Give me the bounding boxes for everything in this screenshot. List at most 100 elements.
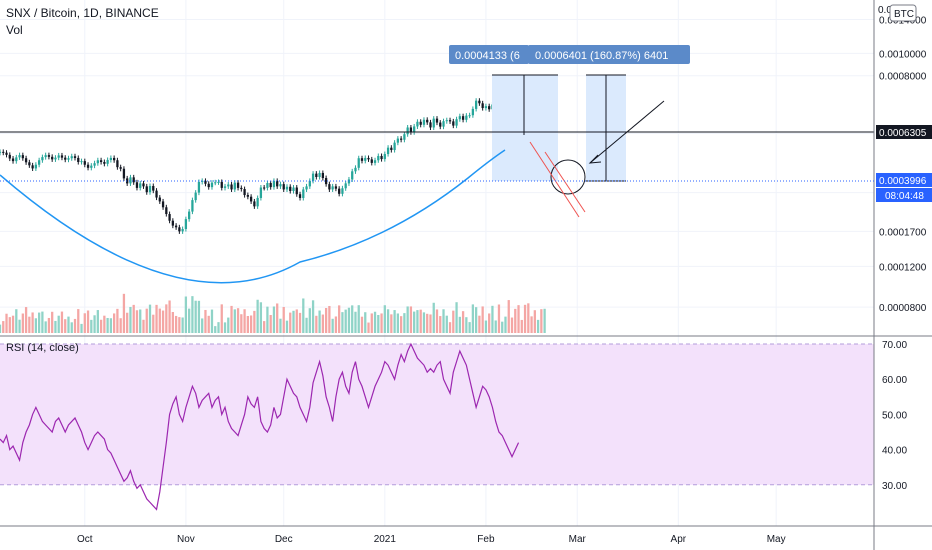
candle-body — [24, 158, 28, 163]
volume-bar — [119, 318, 122, 333]
candle-body — [57, 155, 60, 158]
symbol-title[interactable]: SNX / Bitcoin, 1D, BINANCE — [6, 6, 159, 20]
volume-bar — [461, 311, 465, 333]
candle-body — [64, 157, 67, 160]
candle-body — [31, 165, 34, 169]
volume-bar — [57, 315, 60, 333]
candle-body — [246, 195, 249, 197]
volume-bar — [334, 316, 338, 333]
candle-body — [181, 229, 184, 232]
volume-bar — [168, 300, 171, 333]
time-tick-label: Dec — [275, 534, 293, 545]
candle-body — [11, 158, 15, 162]
candle-body — [318, 172, 321, 178]
candle-body — [360, 158, 364, 161]
candle-body — [240, 187, 243, 190]
time-axis[interactable]: Oct Nov Dec 2021 Feb Mar Apr May — [77, 534, 786, 545]
volume-bar — [491, 305, 494, 333]
candle-body — [351, 171, 354, 180]
candle-body — [119, 167, 122, 169]
candle-body — [465, 115, 468, 120]
candle-body — [126, 178, 129, 184]
volume-bar — [37, 312, 41, 333]
candle-body — [60, 155, 64, 158]
volume-bar — [158, 308, 161, 333]
candle-body — [263, 187, 266, 189]
candle-body — [217, 181, 220, 183]
measure-box-1[interactable] — [492, 75, 558, 181]
volume-bar — [429, 314, 432, 333]
volume-bar — [181, 317, 184, 333]
channel-line-1[interactable] — [529, 141, 580, 218]
volume-bar — [246, 316, 249, 333]
volume-bar — [15, 309, 18, 333]
volume-bar — [331, 318, 334, 333]
price-axis-bg — [874, 0, 932, 550]
volume-bar — [0, 324, 2, 333]
volume-bar — [171, 312, 174, 333]
candle-body — [426, 119, 429, 123]
candle-body — [432, 118, 435, 128]
highlight-circle[interactable] — [550, 159, 586, 195]
candle-body — [429, 122, 432, 128]
volume-bar — [318, 310, 321, 333]
candle-body — [158, 197, 161, 202]
volume-bar — [298, 312, 302, 333]
rsi-tick-label: 50.00 — [882, 410, 907, 421]
volume-bar — [351, 305, 354, 333]
price-tick-label: 0.0008000 — [879, 72, 927, 83]
candle-body — [468, 115, 471, 117]
rsi-axis[interactable]: 70.00 60.00 50.00 40.00 30.00 — [882, 340, 907, 492]
pointer-arrow[interactable] — [589, 100, 665, 164]
candle-body — [406, 127, 409, 135]
candle-body — [132, 177, 135, 183]
candle-body — [484, 106, 488, 109]
candle-body — [5, 152, 8, 155]
candle-body — [308, 180, 311, 187]
volume-bar — [445, 315, 448, 333]
candle-body — [99, 160, 103, 163]
volume-bar — [214, 326, 217, 333]
volume-bar — [269, 315, 272, 333]
volume-bar — [527, 303, 530, 333]
candle-body — [214, 182, 217, 184]
candle-body — [305, 186, 308, 190]
volume-bar — [478, 315, 481, 333]
volume-bar — [435, 309, 439, 333]
volume-bar — [328, 305, 331, 333]
cup-arc[interactable] — [0, 149, 506, 284]
rsi-indicator-label[interactable]: RSI (14, close) — [6, 342, 79, 354]
user-drawings[interactable] — [0, 74, 874, 284]
candle-body — [233, 182, 236, 190]
candle-body — [298, 194, 302, 198]
volume-bar — [31, 312, 34, 333]
volume-bar — [465, 317, 468, 333]
pointer-arrow-head — [588, 154, 602, 164]
candle-body — [448, 120, 452, 122]
candle-body — [377, 155, 380, 161]
volume-bar — [399, 316, 403, 333]
volume-bar — [347, 307, 351, 333]
candle-body — [439, 122, 442, 127]
volume-bar — [272, 306, 276, 333]
candle-body — [311, 173, 315, 181]
candle-body — [86, 164, 90, 168]
volume-bar — [507, 300, 510, 333]
candle-body — [96, 160, 99, 164]
volume-bar — [530, 316, 533, 333]
currency-badge[interactable]: BTC — [889, 4, 917, 22]
channel-line-2[interactable] — [544, 151, 586, 213]
resistance-price-tag: 0.0006305 — [876, 125, 932, 139]
volume-bar — [523, 304, 527, 333]
price-tick-label: 0.0000800 — [879, 303, 927, 314]
volume-bar — [370, 313, 373, 333]
volume-bar — [44, 321, 47, 333]
time-tick-label: Apr — [671, 534, 687, 545]
volume-indicator-label[interactable]: Vol — [6, 23, 23, 37]
candle-body — [18, 155, 21, 158]
volume-bar — [295, 309, 298, 333]
volume-bar — [139, 309, 142, 333]
candle-body — [51, 156, 54, 160]
volume-bar — [282, 306, 285, 333]
